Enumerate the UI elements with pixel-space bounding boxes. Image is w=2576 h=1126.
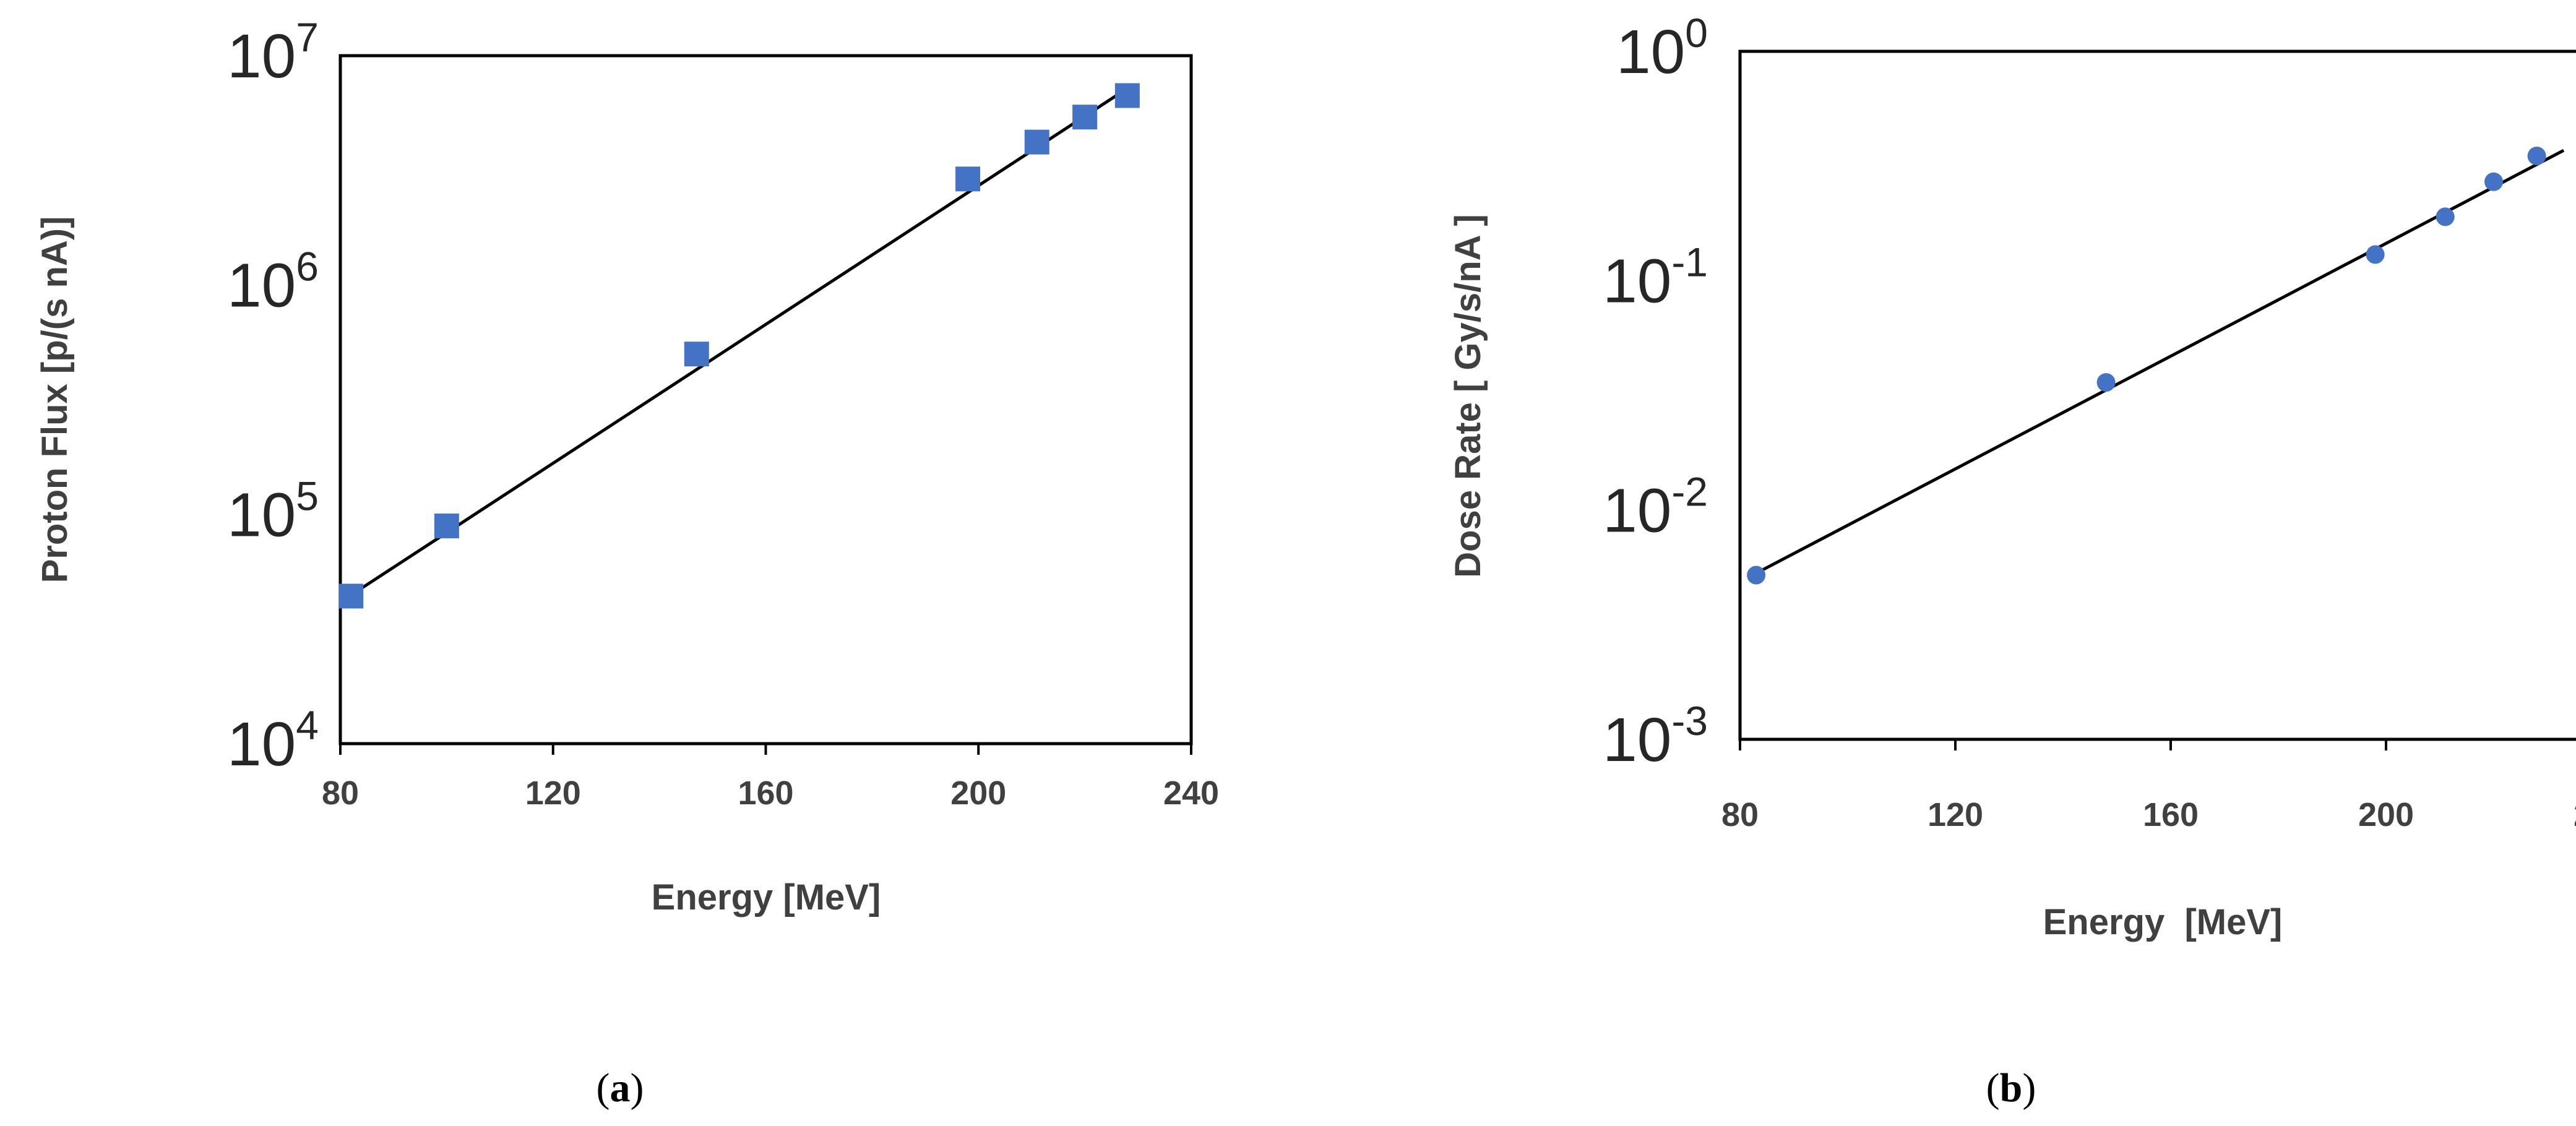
fit-line-a bbox=[355, 87, 1129, 593]
fit-line-b bbox=[1755, 148, 2565, 575]
y-tick-label: 104 bbox=[227, 702, 319, 779]
x-axis-label-a: Energy [MeV] bbox=[652, 877, 881, 918]
y-axis-label-a: Proton Flux [p/(s nA)] bbox=[35, 217, 75, 583]
data-point bbox=[1072, 105, 1098, 130]
x-axis-label-b: Energy [MeV] bbox=[2043, 902, 2283, 942]
data-point bbox=[2436, 207, 2455, 226]
data-point bbox=[1024, 129, 1049, 155]
x-tick-label: 120 bbox=[1928, 796, 1983, 833]
panel-b-dose-rate: 80 120 160 200 240 10-3 10-2 10-1 100 Energy [M… bbox=[1448, 10, 2576, 1111]
x-tick-label: 240 bbox=[2574, 796, 2576, 833]
y-tick-label: 10-3 bbox=[1603, 698, 1708, 775]
data-point bbox=[955, 166, 981, 192]
x-tick-label: 120 bbox=[525, 775, 581, 812]
y-tick-label: 10-1 bbox=[1603, 239, 1708, 316]
data-point bbox=[2366, 245, 2385, 264]
y-tick-label: 107 bbox=[227, 14, 319, 91]
x-tick-label: 160 bbox=[2143, 796, 2199, 833]
y-tick-label: 105 bbox=[227, 473, 319, 549]
data-point bbox=[434, 514, 459, 539]
panel-a-proton-flux: 80 120 160 200 240 104 105 106 107 Energy [MeV]… bbox=[35, 14, 1219, 1111]
plot-area-b bbox=[1738, 49, 2576, 741]
data-point bbox=[338, 583, 364, 609]
data-point bbox=[1747, 565, 1766, 585]
x-tick-label: 200 bbox=[950, 775, 1006, 812]
data-point bbox=[2484, 172, 2503, 191]
y-tick-label: 100 bbox=[1616, 10, 1708, 87]
data-point bbox=[1114, 83, 1140, 108]
caption-a: (a) bbox=[597, 1065, 644, 1111]
data-point bbox=[2096, 373, 2116, 392]
data-point bbox=[684, 342, 709, 367]
plot-area-a bbox=[338, 54, 1193, 746]
x-tick-label: 80 bbox=[322, 775, 359, 812]
y-tick-label: 106 bbox=[227, 244, 319, 320]
x-tick-label: 200 bbox=[2358, 796, 2414, 833]
y-tick-label: 10-2 bbox=[1603, 468, 1708, 545]
caption-b: (b) bbox=[1986, 1065, 2036, 1111]
x-tick-label: 240 bbox=[1163, 775, 1219, 812]
x-tick-label: 160 bbox=[738, 775, 793, 812]
y-axis-label-b: Dose Rate [ Gy/s/nA ] bbox=[1448, 214, 1488, 578]
x-tick-label: 80 bbox=[1721, 796, 1759, 833]
data-point bbox=[2527, 146, 2546, 165]
